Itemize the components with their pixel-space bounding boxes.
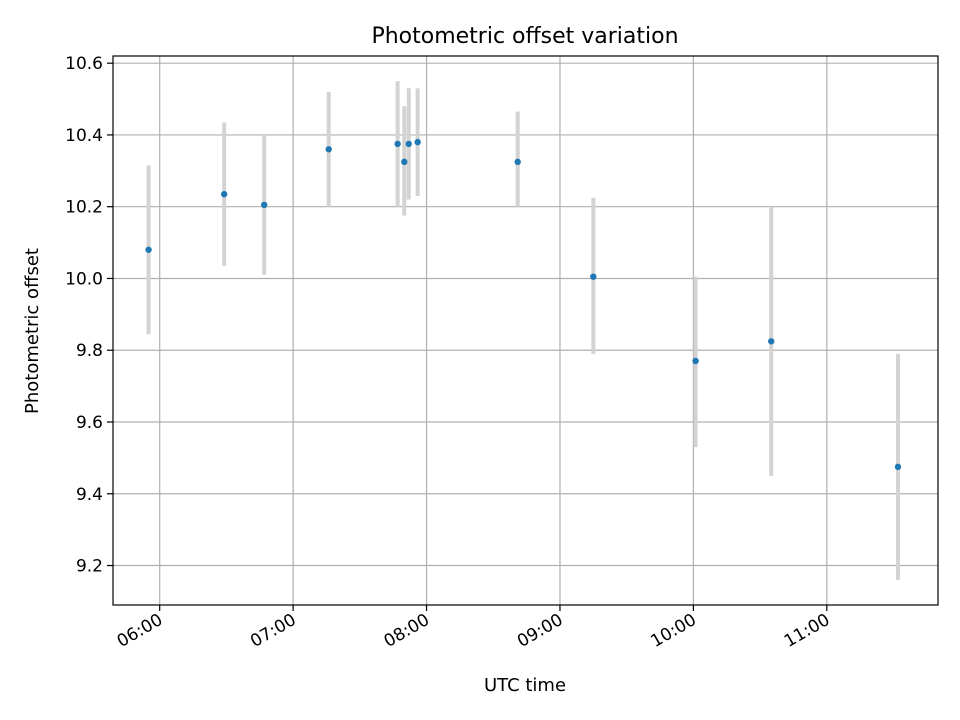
data-point [414, 138, 421, 146]
data-point [590, 273, 597, 280]
y-tick-label: 9.8 [76, 341, 103, 361]
y-tick-label: 10.4 [65, 126, 103, 146]
x-axis-label: UTC time [484, 675, 566, 696]
grid [113, 56, 938, 605]
data-point [894, 463, 902, 471]
y-tick-label: 10.0 [65, 269, 103, 289]
plot-frame [112, 55, 939, 606]
axis-ticks [107, 62, 828, 611]
data-point [514, 158, 521, 166]
y-axis-label: Photometric offset [22, 248, 43, 414]
y-tick-label: 10.6 [65, 54, 103, 74]
y-tick-label: 10.2 [65, 198, 103, 218]
data-point [768, 338, 775, 345]
chart-title: Photometric offset variation [371, 24, 678, 49]
y-tick-label: 9.2 [76, 557, 103, 577]
y-tick-label: 9.6 [76, 413, 103, 433]
data-point [145, 246, 152, 253]
data-point [325, 146, 332, 153]
data-point [401, 158, 408, 166]
y-tick-labels: 9.2 9.4 9.6 9.8 10.0 10.2 10.4 10.6 [65, 54, 103, 576]
data-point [692, 357, 699, 365]
y-tick-label: 9.4 [76, 485, 103, 505]
data-point [405, 140, 412, 148]
data-point [394, 140, 401, 148]
data-point [220, 190, 228, 198]
data-point [261, 201, 268, 209]
data-points [145, 138, 902, 471]
plot-area-background [113, 56, 938, 605]
